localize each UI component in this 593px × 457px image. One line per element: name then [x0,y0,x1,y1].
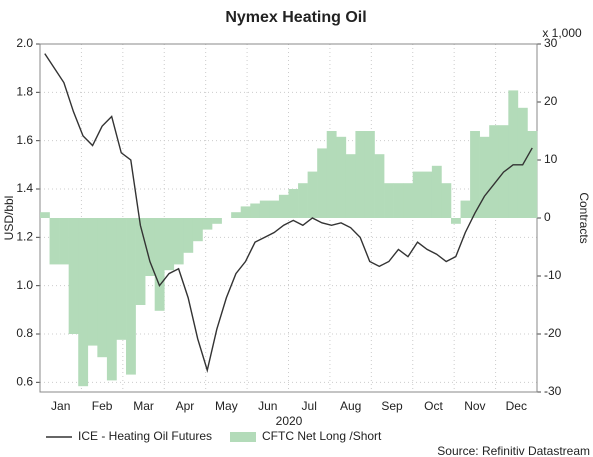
cftc-bar [154,218,165,311]
y2-tick-label: -10 [544,268,562,282]
cftc-bar [288,189,299,218]
cftc-bar [470,131,480,218]
x-axis-label: 2020 [276,414,303,428]
cftc-bar [374,154,385,218]
y-tick-label: 0.6 [16,375,33,389]
cftc-bar [250,203,261,218]
cftc-bar [403,183,414,218]
cftc-bar [106,218,117,381]
cftc-bar [508,90,519,218]
cftc-bar [364,131,375,218]
cftc-bar [164,218,175,271]
y-tick-label: 1.0 [16,278,33,292]
x-tick-label: Jan [51,399,70,413]
y2-tick-label: -30 [544,384,562,398]
cftc-bar [450,218,461,224]
cftc-bar [441,183,452,218]
y2-tick-label: 0 [544,210,551,224]
cftc-bar [116,218,127,340]
chart-title: Nymex Heating Oil [225,9,366,26]
y2-tick-label: 20 [544,94,558,108]
y-tick-label: 1.2 [16,230,33,244]
cftc-bar [269,200,280,218]
y-tick-label: 2.0 [16,36,33,50]
cftc-bar [355,131,366,218]
y2-tick-label: -20 [544,326,562,340]
cftc-bar [393,183,404,218]
y-tick-label: 1.4 [16,181,33,195]
x-tick-label: Sep [381,399,403,413]
cftc-bar [212,218,222,224]
cftc-bar [135,218,146,305]
cftc-bar [431,165,442,218]
cftc-bar [326,131,337,218]
cftc-bar [231,212,242,218]
cftc-bar [307,171,318,218]
x-tick-label: May [215,399,238,413]
cftc-bar [278,194,289,218]
cftc-bar [173,218,184,265]
cftc-bar [384,183,394,218]
y-axis-label: USD/bbl [2,196,16,241]
cftc-bar [479,136,490,218]
y2-tick-label: 10 [544,152,558,166]
cftc-bar [87,218,98,346]
cftc-bar [78,218,89,387]
y2-unit: x 1,000 [542,26,582,40]
cftc-bar [460,200,471,218]
y-tick-label: 1.6 [16,133,33,147]
cftc-bar [317,148,328,218]
x-tick-label: Feb [92,399,113,413]
cftc-bar [183,218,194,253]
legend-label: CFTC Net Long /Short [262,429,382,443]
y2-axis-label: Contracts [577,192,591,243]
cftc-bar [345,154,356,218]
x-tick-label: Mar [133,399,154,413]
cftc-bar [145,218,155,276]
y-tick-label: 0.8 [16,326,33,340]
cftc-bar [202,218,213,230]
cftc-bar [68,218,79,334]
cftc-bar [126,218,136,375]
cftc-bar [40,212,50,218]
cftc-bar [517,107,528,218]
cftc-bar [298,183,308,218]
x-tick-label: Jul [302,399,317,413]
x-tick-label: Oct [424,399,443,413]
source: Source: Refinitiv Datastream [437,444,590,457]
cftc-bar [489,125,500,218]
x-tick-label: Dec [506,399,527,413]
x-tick-label: Apr [176,399,195,413]
y-tick-label: 1.8 [16,85,33,99]
cftc-bar [240,206,251,218]
cftc-bar [49,218,60,265]
price-line [44,53,533,373]
cftc-bar [97,218,108,358]
x-tick-label: Aug [340,399,361,413]
cftc-bar [336,136,347,218]
cftc-bar [59,218,69,265]
legend-swatch [230,432,256,442]
cftc-bar [422,171,433,218]
x-tick-label: Nov [464,399,485,413]
x-tick-label: Jun [258,399,277,413]
cftc-bar [192,218,203,242]
y2-tick-label: 30 [544,36,558,50]
cftc-bar [527,131,538,218]
cftc-bar [412,171,423,218]
legend-label: ICE - Heating Oil Futures [78,429,212,443]
cftc-bar [259,200,270,218]
